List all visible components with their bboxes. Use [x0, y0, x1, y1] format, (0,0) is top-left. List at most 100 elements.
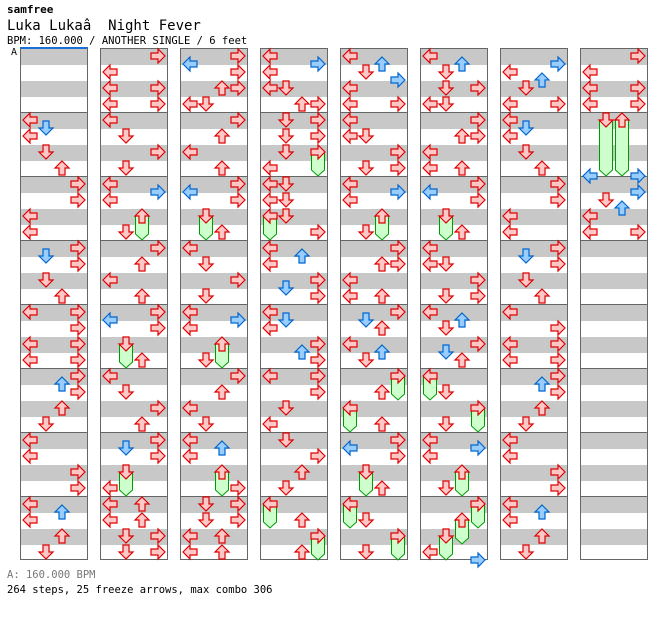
up-arrow-icon — [373, 56, 391, 72]
chart-column — [420, 47, 488, 569]
up-arrow-icon — [133, 288, 151, 304]
down-arrow-icon — [117, 224, 135, 240]
up-arrow-icon — [293, 464, 311, 480]
right-arrow-icon — [150, 527, 166, 545]
chart-column — [20, 48, 88, 560]
left-arrow-icon — [102, 271, 118, 289]
right-arrow-icon — [150, 303, 166, 321]
measure-line — [261, 176, 327, 177]
down-arrow-icon — [197, 512, 215, 528]
measure-line — [581, 368, 647, 369]
left-arrow-icon — [582, 207, 598, 225]
up-arrow-icon — [53, 504, 71, 520]
left-arrow-icon — [22, 495, 38, 513]
song-title: Luka Lukaâ Night Fever — [7, 18, 201, 34]
left-arrow-icon — [502, 431, 518, 449]
down-arrow-icon — [517, 272, 535, 288]
right-arrow-icon — [470, 79, 486, 97]
left-arrow-icon — [182, 55, 198, 73]
left-arrow-icon — [422, 159, 438, 177]
left-arrow-icon — [502, 127, 518, 145]
down-arrow-icon — [117, 544, 135, 560]
measure-line — [181, 496, 247, 497]
down-arrow-icon — [277, 128, 295, 144]
right-arrow-icon — [230, 495, 246, 513]
up-arrow-icon — [293, 248, 311, 264]
notes-layer — [102, 47, 166, 561]
left-arrow-icon — [422, 303, 438, 321]
down-arrow-icon — [197, 256, 215, 272]
left-arrow-icon — [422, 143, 438, 161]
left-arrow-icon — [342, 399, 358, 417]
right-arrow-icon — [390, 143, 406, 161]
left-arrow-icon — [502, 63, 518, 81]
measure-line — [421, 496, 487, 497]
measure-line — [101, 432, 167, 433]
measure-line — [181, 304, 247, 305]
measure-line — [501, 240, 567, 241]
notes-layer — [582, 47, 646, 241]
right-arrow-icon — [390, 303, 406, 321]
right-arrow-icon — [150, 447, 166, 465]
right-arrow-icon — [310, 55, 326, 73]
left-arrow-icon — [22, 303, 38, 321]
measure-line — [101, 368, 167, 369]
left-arrow-icon — [182, 431, 198, 449]
right-arrow-icon — [550, 175, 566, 193]
left-arrow-icon — [262, 255, 278, 273]
measure-line — [421, 176, 487, 177]
measure-line — [341, 432, 407, 433]
left-arrow-icon — [342, 79, 358, 97]
down-arrow-icon — [117, 528, 135, 544]
right-arrow-icon — [230, 79, 246, 97]
measure-line — [581, 432, 647, 433]
up-arrow-icon — [133, 496, 151, 512]
down-arrow-icon — [277, 400, 295, 416]
up-arrow-icon — [213, 544, 231, 560]
measure-line — [101, 496, 167, 497]
down-arrow-icon — [117, 440, 135, 456]
right-arrow-icon — [70, 367, 86, 385]
down-arrow-icon — [517, 120, 535, 136]
down-arrow-icon — [437, 416, 455, 432]
up-arrow-icon — [373, 384, 391, 400]
right-arrow-icon — [70, 191, 86, 209]
down-arrow-icon — [197, 416, 215, 432]
down-arrow-icon — [437, 320, 455, 336]
up-arrow-icon — [53, 376, 71, 392]
left-arrow-icon — [182, 543, 198, 561]
down-arrow-icon — [37, 248, 55, 264]
right-arrow-icon — [470, 551, 486, 569]
measure-line — [261, 496, 327, 497]
right-arrow-icon — [470, 175, 486, 193]
right-arrow-icon — [150, 239, 166, 257]
up-arrow-icon — [613, 112, 631, 128]
measure-line — [261, 368, 327, 369]
down-arrow-icon — [277, 112, 295, 128]
up-arrow-icon — [133, 352, 151, 368]
measure-line — [581, 496, 647, 497]
right-arrow-icon — [70, 319, 86, 337]
right-arrow-icon — [550, 351, 566, 369]
left-arrow-icon — [422, 239, 438, 257]
up-arrow-icon — [373, 344, 391, 360]
measure-line — [261, 112, 327, 113]
right-arrow-icon — [310, 367, 326, 385]
left-arrow-icon — [422, 431, 438, 449]
right-arrow-icon — [390, 159, 406, 177]
measure-line — [21, 304, 87, 305]
down-arrow-icon — [517, 248, 535, 264]
left-arrow-icon — [502, 111, 518, 129]
left-arrow-icon — [342, 271, 358, 289]
right-arrow-icon — [390, 527, 406, 545]
left-arrow-icon — [182, 527, 198, 545]
up-arrow-icon — [533, 504, 551, 520]
left-arrow-icon — [342, 127, 358, 145]
left-arrow-icon — [342, 111, 358, 129]
right-arrow-icon — [150, 431, 166, 449]
measure-line — [421, 304, 487, 305]
down-arrow-icon — [197, 352, 215, 368]
down-arrow-icon — [277, 280, 295, 296]
down-arrow-icon — [357, 160, 375, 176]
measure-line — [341, 176, 407, 177]
